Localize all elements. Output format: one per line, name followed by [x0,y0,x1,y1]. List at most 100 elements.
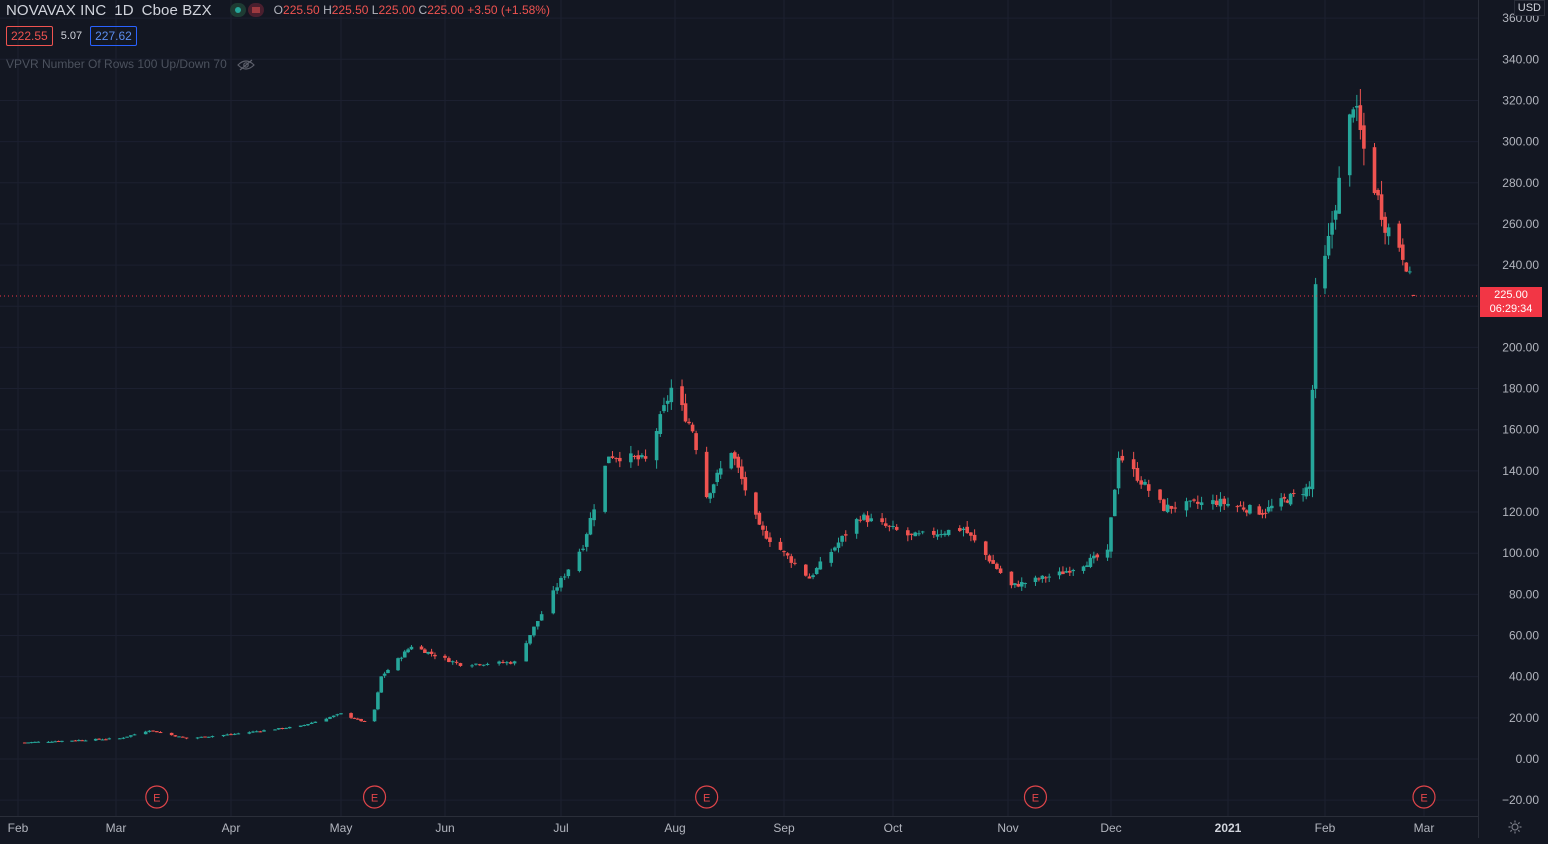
candle-body [715,472,719,483]
candle [768,532,772,547]
candle [399,656,404,662]
candle [840,535,844,547]
candle-body [180,736,185,738]
candle-body [474,663,478,665]
candle [93,738,98,742]
candle-body [632,455,637,457]
candle-body [60,740,64,742]
currency-label[interactable]: USD [1513,0,1545,16]
candle [869,513,873,523]
candle-body [1199,502,1204,506]
candle-body [276,728,281,730]
candle-body [1235,506,1240,508]
candle [891,520,895,530]
candle [694,430,698,455]
candle-body [478,664,482,666]
candle [155,731,159,733]
bid-price-button[interactable]: 222.55 [6,26,53,46]
candle-body [1047,576,1051,578]
candle-body [532,626,536,636]
candle-body [73,740,78,742]
candle-body [1139,480,1143,485]
earnings-marker[interactable]: E [695,785,719,809]
candle [1061,566,1065,575]
candle [276,728,281,730]
earnings-marker[interactable]: E [1412,785,1436,809]
candle-body [225,734,230,736]
candle-body [107,738,112,740]
candle [704,446,709,499]
candle [618,451,622,468]
candle-body [247,732,252,734]
earnings-marker[interactable]: E [145,785,169,809]
market-status-toggle[interactable] [229,3,264,17]
price-tick-label: 100.00 [1502,546,1539,560]
earnings-marker[interactable]: E [1023,785,1048,809]
candle-body [302,724,307,726]
candle [1260,509,1265,519]
candle [665,395,670,413]
candle-body [362,721,367,723]
ask-price-button[interactable]: 227.62 [90,26,137,46]
earnings-marker[interactable]: E [362,785,387,809]
candle-body [443,655,447,658]
candle [854,517,859,539]
candle-body [29,742,34,744]
candle-body [83,740,88,742]
candle [1040,575,1045,583]
hidden-eye-icon[interactable] [236,58,255,71]
symbol-legend: NOVAVAX INC 1D Cboe BZX O225.50 H225.50 L2… [6,0,550,20]
candle [965,521,969,534]
candle-body [46,741,51,743]
candle-body [1397,223,1402,248]
price-tick-label: 80.00 [1509,587,1539,601]
candle [880,513,884,525]
candle [1397,220,1402,252]
candle-body [736,456,741,468]
candle [932,527,936,538]
candle-body [419,646,424,650]
candle-body [718,468,723,475]
price-axis[interactable]: 360.00 340.00 320.00 300.00 280.00 260.00 240.… [1478,0,1548,838]
candle [309,721,314,725]
candle-body [1376,189,1380,196]
bar-countdown: 06:29:34 [1489,303,1533,315]
settings-gear-icon[interactable] [1508,820,1522,834]
indicator-legend[interactable]: VPVR Number Of Rows 100 Up/Down 70 [6,57,255,71]
candle-body [447,658,451,663]
time-axis[interactable]: Feb Mar Apr May Jun Jul Aug Sep Oct Nov Dec 2021 Feb… [0,816,1478,839]
candle [447,656,451,663]
candle-body [1270,505,1274,509]
candle-body [501,661,505,663]
candle-body [262,730,266,732]
candle-body [433,654,437,657]
candle-body [687,421,691,424]
candle-body [221,734,226,737]
candle-body [470,665,474,667]
candle-body [1313,284,1318,389]
candle [1362,112,1366,166]
candle-body [811,575,815,578]
earnings-marker-circle [362,785,387,809]
candle [1248,504,1252,515]
candle-body [309,722,314,725]
candle [632,454,637,460]
candle [485,662,490,666]
candle-body [1257,506,1262,515]
candle [1218,492,1223,512]
candle [129,735,133,738]
candle-body [36,741,41,743]
candle [501,659,505,664]
symbol-title[interactable]: NOVAVAX INC 1D Cboe BZX [6,2,220,19]
candle [1131,451,1136,477]
candle [273,729,277,731]
candle [470,664,474,668]
time-tick-label: Sep [773,821,795,835]
candle-body [129,735,133,737]
candle-body [1323,255,1327,289]
candle-body [610,456,615,458]
candle-body [1304,487,1309,497]
time-tick-label: Dec [1100,821,1121,835]
candle [1013,583,1017,588]
